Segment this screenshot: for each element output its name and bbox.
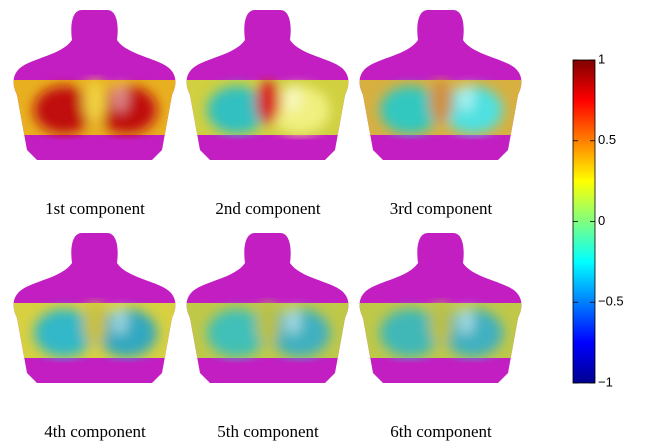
band-blobs <box>380 80 503 134</box>
tick-label: −1 <box>598 374 613 389</box>
band <box>186 303 349 358</box>
blob <box>380 309 440 357</box>
band-blobs <box>380 303 503 357</box>
blob <box>83 80 107 124</box>
panel-label: 4th component <box>44 422 146 441</box>
band <box>186 80 349 135</box>
highlight <box>458 84 474 112</box>
band-blobs <box>207 80 330 134</box>
highlight <box>112 84 128 112</box>
panel-label: 6th component <box>390 422 492 441</box>
panel: 4th component <box>13 233 176 441</box>
blob <box>83 303 107 347</box>
panel-label: 1st component <box>45 199 145 218</box>
blob <box>34 86 94 134</box>
panel: 6th component <box>359 233 522 441</box>
tick-label: 0.5 <box>598 132 616 147</box>
panel: 5th component <box>186 233 349 441</box>
panel: 3rd component <box>359 10 522 218</box>
highlight <box>458 307 474 335</box>
band-blobs <box>207 303 330 357</box>
band <box>13 80 176 135</box>
blob <box>207 86 267 134</box>
band <box>359 303 522 358</box>
highlight <box>285 307 301 335</box>
highlight <box>285 84 301 112</box>
panel: 2nd component <box>186 10 349 218</box>
tick-label: 1 <box>598 51 605 66</box>
blob <box>207 309 267 357</box>
tick-label: −0.5 <box>598 294 624 309</box>
panel-label: 2nd component <box>215 199 321 218</box>
band <box>13 303 176 358</box>
blob <box>256 303 280 347</box>
panel: 1st component <box>13 10 176 218</box>
band-blobs <box>34 80 157 134</box>
band <box>359 80 522 135</box>
blob <box>429 80 453 124</box>
highlight <box>112 307 128 335</box>
panel-label: 3rd component <box>390 199 493 218</box>
panel-label: 5th component <box>217 422 319 441</box>
band-blobs <box>34 303 157 357</box>
tick-label: 0 <box>598 213 605 228</box>
blob <box>429 303 453 347</box>
blob <box>34 309 94 357</box>
blob <box>256 80 280 124</box>
blob <box>380 86 440 134</box>
